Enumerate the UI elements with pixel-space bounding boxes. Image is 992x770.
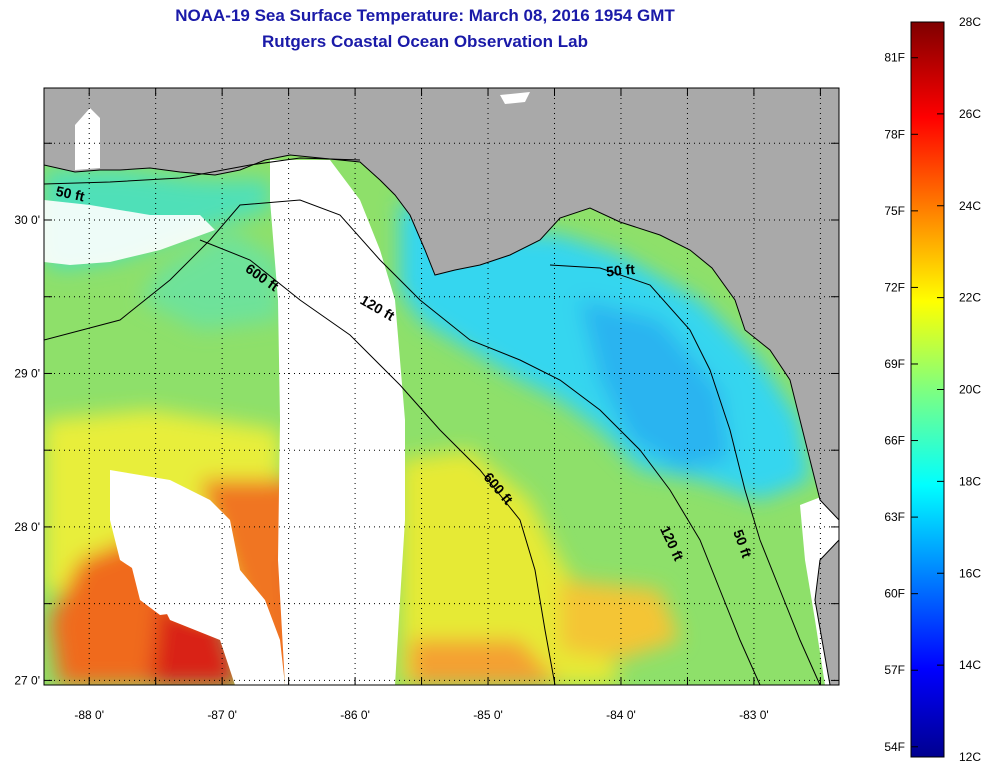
map-frame [43, 87, 840, 686]
warm-south-band [410, 640, 560, 685]
fahrenheit-label: 72F [884, 280, 905, 294]
land-mass [44, 88, 839, 521]
celsius-label: 14C [959, 658, 981, 672]
colorbar-ticks: 28C 26C 24C 22C 20C 18C 16C 14C 12C 81F 78F 75F 72F 6… [884, 15, 981, 764]
lon-label: -84 0' [606, 708, 636, 722]
sst-field [44, 88, 839, 685]
fahrenheit-label: 54F [884, 740, 905, 754]
land-mass-southeast [814, 539, 839, 685]
fahrenheit-label: 75F [884, 204, 905, 218]
warm-eddy [560, 580, 680, 660]
depth-contour-label: 50 ft [55, 183, 87, 205]
fahrenheit-label: 78F [884, 127, 905, 141]
celsius-label: 20C [959, 383, 981, 397]
fahrenheit-label: 57F [884, 663, 905, 677]
lon-label: -83 0' [739, 708, 769, 722]
celsius-label: 26C [959, 107, 981, 121]
lon-label: -86 0' [340, 708, 370, 722]
contour-120ft [44, 199, 761, 685]
lat-label: 28 0' [14, 520, 40, 534]
celsius-label: 16C [959, 566, 981, 580]
celsius-label: 18C [959, 474, 981, 488]
chart-title: NOAA-19 Sea Surface Temperature: March 0… [175, 6, 675, 25]
mobile-bay-cloud [75, 108, 100, 170]
lat-label: 30 0' [14, 213, 40, 227]
fahrenheit-label: 81F [884, 51, 905, 65]
chart-subtitle: Rutgers Coastal Ocean Observation Lab [262, 32, 588, 51]
lat-label: 29 0' [14, 366, 40, 380]
celsius-label: 12C [959, 750, 981, 764]
fahrenheit-label: 66F [884, 434, 905, 448]
cloud-band-central [270, 160, 405, 685]
axis-ticks: 30 0' 29 0' 28 0' 27 0' -88 0' -87 0' -86 0' -8… [14, 88, 839, 722]
coldest-shelf-region [580, 300, 730, 470]
contour-50ft-east [549, 264, 821, 685]
lon-label: -85 0' [473, 708, 503, 722]
cloud-patch-south-2 [130, 545, 220, 615]
celsius-label: 24C [959, 199, 981, 213]
depth-contour-label: 50 ft [605, 261, 635, 279]
lat-label: 27 0' [14, 673, 40, 687]
fahrenheit-label: 60F [884, 587, 905, 601]
fahrenheit-label: 69F [884, 357, 905, 371]
celsius-label: 22C [959, 291, 981, 305]
lon-label: -87 0' [207, 708, 237, 722]
lon-label: -88 0' [74, 708, 104, 722]
mid-shelf-region [140, 230, 280, 330]
contour-600ft [199, 239, 556, 685]
celsius-label: 28C [959, 15, 981, 29]
contour-50ft-west [44, 157, 361, 185]
cloud-patch-west [44, 200, 215, 265]
inland-cloud [500, 92, 530, 104]
fahrenheit-label: 63F [884, 510, 905, 524]
